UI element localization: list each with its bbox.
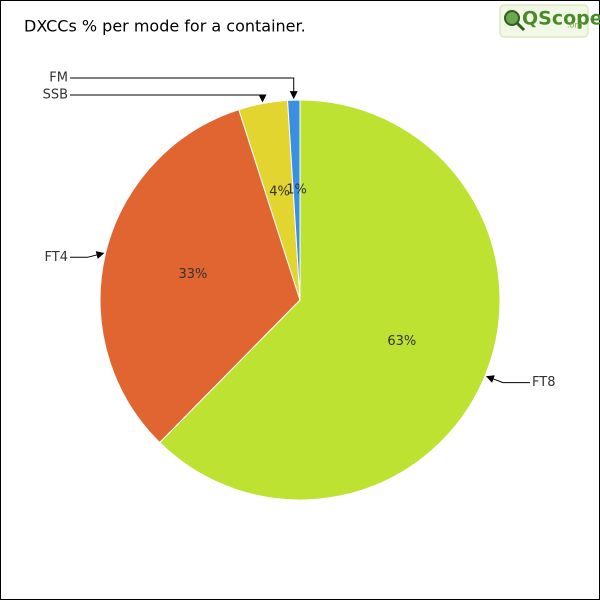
logo: QScope .org [499,4,600,38]
pie-slice [287,99,301,301]
leader-line [70,77,298,100]
slice-label: SSB [43,88,68,103]
logo-icon [504,10,520,26]
leader-line [485,375,530,384]
value-label: 4% [269,184,290,199]
logo-suffix: .org [567,21,583,30]
value-label: 33% [179,267,208,282]
slice-label: FT8 [532,375,555,390]
logo-icon [515,21,526,32]
slice-label: FM [49,71,68,86]
pie-slice [158,99,501,501]
slice-label: FT4 [45,250,68,265]
value-label: 1% [286,183,307,198]
logo-text: QScope [522,8,600,30]
leader-line [70,94,267,103]
leader-line [70,251,105,259]
chart-title: DXCCs % per mode for a container. [24,17,306,36]
pie-slice [99,108,301,444]
value-label: 63% [387,334,416,349]
